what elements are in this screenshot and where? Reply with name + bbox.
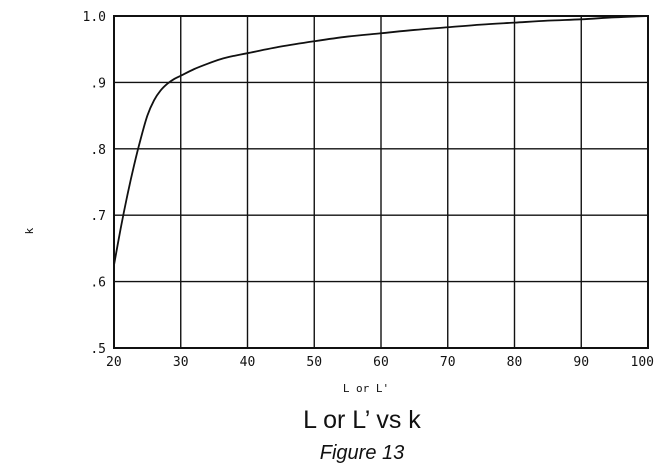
x-axis-label: L or L' bbox=[343, 382, 389, 395]
x-tick-label: 50 bbox=[306, 355, 322, 370]
x-tick-label: 90 bbox=[573, 355, 589, 370]
plot-frame bbox=[113, 15, 649, 349]
x-tick-label: 100 bbox=[631, 355, 654, 370]
y-tick-label: .6 bbox=[90, 276, 106, 291]
chart-title: L or L’ vs k bbox=[303, 406, 421, 434]
y-tick-label: .7 bbox=[90, 209, 106, 224]
y-tick-label: .5 bbox=[90, 342, 106, 357]
y-tick-label: 1.0 bbox=[83, 10, 106, 25]
y-tick-label: .8 bbox=[90, 143, 106, 158]
y-axis-ticks: .5 .6 .7 .8 .9 1.0 bbox=[83, 10, 106, 357]
y-tick-label: .9 bbox=[90, 76, 106, 91]
series-line-1 bbox=[113, 15, 649, 266]
grid bbox=[113, 15, 649, 349]
x-axis-ticks: 20 30 40 50 60 70 80 90 100 bbox=[106, 355, 654, 370]
x-tick-label: 30 bbox=[173, 355, 189, 370]
x-tick-label: 70 bbox=[440, 355, 456, 370]
x-tick-label: 80 bbox=[507, 355, 523, 370]
x-tick-label: 60 bbox=[373, 355, 389, 370]
x-tick-label: 20 bbox=[106, 355, 122, 370]
y-axis-label: k bbox=[23, 227, 36, 234]
x-tick-label: 40 bbox=[240, 355, 256, 370]
series bbox=[113, 15, 649, 266]
figure-caption: Figure 13 bbox=[320, 442, 405, 464]
